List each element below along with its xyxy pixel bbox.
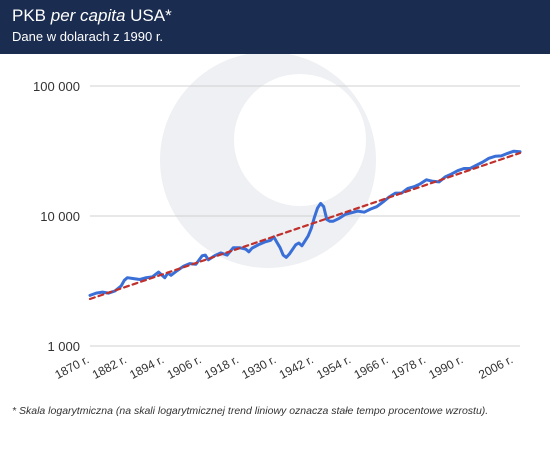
x-tick-label-2: 1894 r. — [127, 352, 166, 382]
trend-line — [88, 151, 522, 301]
title-prefix: PKB — [12, 6, 51, 25]
x-axis: 1870 r.1882 r.1894 r.1906 r.1918 r.1930 … — [52, 352, 515, 382]
x-tick-label-4: 1918 r. — [202, 352, 241, 382]
title-italic: per capita — [50, 6, 126, 25]
title-suffix: USA* — [125, 6, 172, 25]
x-tick-label-10: 1990 r. — [426, 352, 465, 382]
watermark-logo — [160, 54, 376, 268]
x-tick-label-3: 1906 r. — [165, 352, 204, 382]
x-tick-label-11: 2006 r. — [476, 352, 515, 382]
x-tick-label-0: 1870 r. — [52, 352, 91, 382]
chart-title: PKB per capita USA* — [12, 6, 172, 26]
x-tick-label-8: 1966 r. — [352, 352, 391, 382]
x-tick-label-1: 1882 r. — [90, 352, 129, 382]
chart-subtitle: Dane w dolarach z 1990 r. — [12, 29, 164, 44]
line-chart: 1 000 10 000 100 000 1870 r.1882 r.1894 r.… — [33, 54, 522, 382]
series-layer — [88, 149, 522, 301]
y-tick-label-2: 100 000 — [33, 79, 80, 94]
footnote: * Skala logarytmiczna (na skali logarytm… — [12, 405, 489, 417]
chart-header: PKB per capita USA* Dane w dolarach z 19… — [0, 0, 550, 54]
y-tick-label-1: 10 000 — [40, 209, 80, 224]
y-tick-label-0: 1 000 — [47, 339, 80, 354]
x-tick-label-6: 1942 r. — [277, 352, 316, 382]
x-tick-label-9: 1978 r. — [389, 352, 428, 382]
grid-lines — [90, 85, 520, 347]
x-tick-label-7: 1954 r. — [314, 352, 353, 382]
y-axis: 1 000 10 000 100 000 — [33, 79, 80, 354]
x-tick-label-5: 1930 r. — [239, 352, 278, 382]
